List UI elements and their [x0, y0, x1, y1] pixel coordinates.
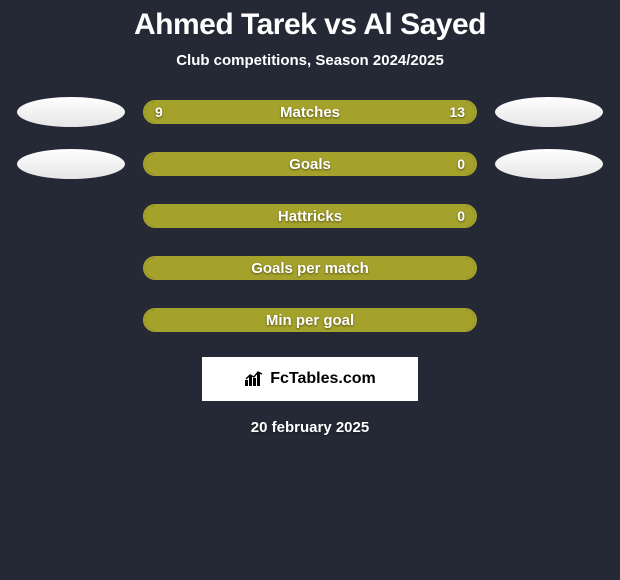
stat-row: Min per goal	[0, 305, 620, 335]
subtitle: Club competitions, Season 2024/2025	[0, 52, 620, 69]
page-title: Ahmed Tarek vs Al Sayed	[0, 8, 620, 42]
stat-row: 913Matches	[0, 97, 620, 127]
player-right-badge	[495, 97, 603, 127]
stat-label: Matches	[145, 102, 475, 122]
brand-label: FcTables.com	[270, 370, 376, 388]
stat-label: Min per goal	[145, 310, 475, 330]
stat-label: Goals	[145, 154, 475, 174]
player-right-badge	[495, 149, 603, 179]
stat-row: 0Goals	[0, 149, 620, 179]
bar-chart-icon	[244, 370, 266, 388]
stat-rows: 913Matches 0Goals 0Hattricks Goals per matc…	[0, 97, 620, 335]
stat-row: Goals per match	[0, 253, 620, 283]
stat-bar: Min per goal	[143, 308, 477, 332]
brand-box: FcTables.com	[202, 357, 418, 401]
player-left-badge	[17, 97, 125, 127]
stat-bar: 0Goals	[143, 152, 477, 176]
stat-row: 0Hattricks	[0, 201, 620, 231]
date-label: 20 february 2025	[0, 419, 620, 436]
stat-bar: 913Matches	[143, 100, 477, 124]
stat-bar: Goals per match	[143, 256, 477, 280]
stat-bar: 0Hattricks	[143, 204, 477, 228]
player-left-badge	[17, 149, 125, 179]
stat-label: Goals per match	[145, 258, 475, 278]
comparison-infographic: Ahmed Tarek vs Al Sayed Club competition…	[0, 0, 620, 436]
stat-label: Hattricks	[145, 206, 475, 226]
